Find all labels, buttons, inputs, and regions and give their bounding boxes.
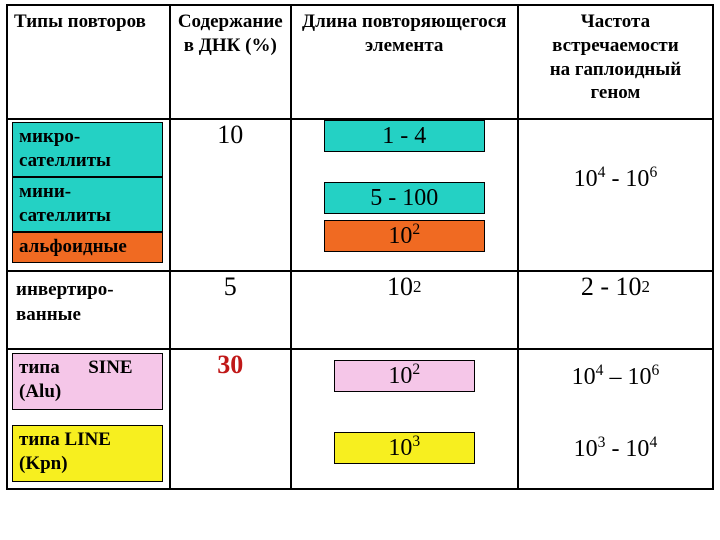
length-5-100: 5 - 100 <box>324 182 485 214</box>
label-alphoid: альфоидные <box>12 232 163 263</box>
repeat-types-table: Типы повторов Содержаниев ДНК (%) Длина … <box>6 4 714 490</box>
table-header-row: Типы повторов Содержаниев ДНК (%) Длина … <box>7 5 713 119</box>
length-line: 103 <box>334 432 475 464</box>
freq-line: 103 - 104 <box>519 436 712 463</box>
length-1e2: 102 <box>324 220 485 252</box>
label-minisatellites: мини- сателлиты <box>12 177 163 232</box>
content-value-30: 30 <box>171 350 290 380</box>
freq-1e4-1e6: 104 - 106 <box>519 166 712 193</box>
header-types: Типы повторов <box>8 6 169 40</box>
content-value-5: 5 <box>171 272 290 302</box>
label-microsatellites: микро- сателлиты <box>12 122 163 177</box>
header-length: Длина повторяющегосяэлемента <box>292 6 517 64</box>
header-freq: Частотавстречаемостина гаплоидныйгеном <box>519 6 712 111</box>
length-1-4: 1 - 4 <box>324 120 485 152</box>
label-inverted: инвертиро- ванные <box>8 272 169 331</box>
header-content: Содержаниев ДНК (%) <box>171 6 290 64</box>
row-satellites: микро- сателлиты мини- сателлиты альфоид… <box>7 119 713 271</box>
length-inverted: 102 <box>292 272 517 302</box>
content-value-10: 10 <box>171 120 290 150</box>
label-sine: типа SINE(Alu) <box>12 353 163 410</box>
label-line: типа LINE (Kpn) <box>12 425 163 482</box>
freq-inverted: 2 - 102 <box>519 272 712 302</box>
length-sine: 102 <box>334 360 475 392</box>
row-sine-line: типа SINE(Alu) типа LINE (Kpn) 30 102 10… <box>7 349 713 489</box>
row-inverted: инвертиро- ванные 5 102 2 - 102 <box>7 271 713 349</box>
freq-sine: 104 – 106 <box>519 364 712 391</box>
